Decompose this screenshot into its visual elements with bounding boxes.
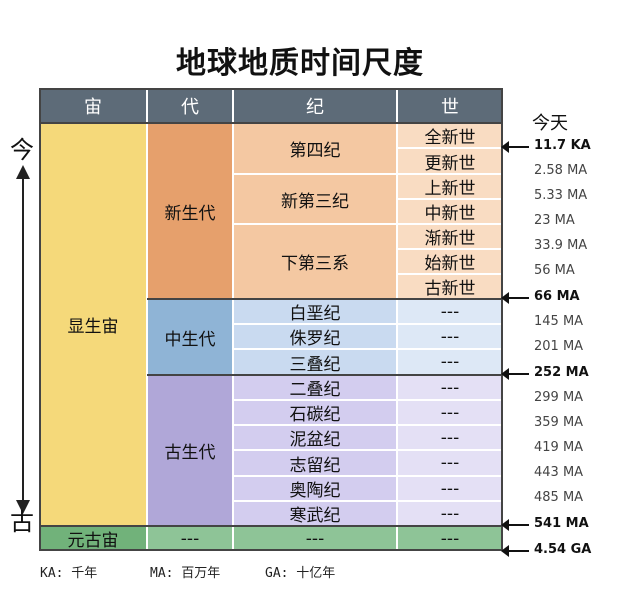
period-devonian: 泥盆纪 (233, 425, 397, 450)
era-mesozoic: 中生代 (147, 299, 233, 375)
epoch-empty-triassic: --- (397, 349, 503, 375)
separator-header (39, 122, 503, 124)
period-cretaceous: 白垩纪 (233, 299, 397, 324)
separator-phanerozoic-proterozoic (39, 525, 503, 527)
eon-proterozoic: 元古宙 (39, 526, 147, 551)
arrow-left-icon (501, 141, 529, 153)
epoch-pliocene: 上新世 (397, 174, 503, 199)
header-epoch: 世 (397, 88, 503, 123)
epoch-paleocene: 古新世 (397, 274, 503, 299)
period-neogene: 新第三纪 (233, 174, 397, 224)
tick-label: 541 MA (534, 516, 589, 531)
tick-label: 56 MA (534, 263, 575, 278)
tick-label: 359 MA (534, 415, 584, 430)
period-cambrian: 寒武纪 (233, 501, 397, 526)
legend-ma: MA: 百万年 (150, 566, 221, 581)
tick-label: 2.58 MA (534, 163, 588, 178)
period-permian: 二叠纪 (233, 375, 397, 400)
epoch-proterozoic-empty: --- (397, 526, 503, 551)
separator-cenozoic-mesozoic (147, 298, 503, 300)
arrow-left-icon (501, 545, 529, 557)
tick-label: 419 MA (534, 440, 584, 455)
tick-label: 4.54 GA (534, 542, 592, 557)
period-carboniferous: 石碳纪 (233, 400, 397, 425)
tick-label: 252 MA (534, 365, 589, 380)
side-label-now: 今 (10, 136, 34, 164)
era-paleozoic: 古生代 (147, 375, 233, 526)
epoch-empty-carboniferous: --- (397, 400, 503, 425)
epoch-eocene: 始新世 (397, 249, 503, 274)
chart-title: 地球地质时间尺度 (176, 46, 424, 81)
header-period: 纪 (233, 88, 397, 123)
arrow-left-icon (501, 292, 529, 304)
epoch-empty-permian: --- (397, 375, 503, 400)
time-axis-line (22, 170, 24, 510)
era-cenozoic: 新生代 (147, 123, 233, 299)
tick-label: 23 MA (534, 213, 575, 228)
era-proterozoic-empty: --- (147, 526, 233, 551)
period-silurian: 志留纪 (233, 450, 397, 476)
period-proterozoic-empty: --- (233, 526, 397, 551)
arrow-left-icon (501, 368, 529, 380)
arrow-down-icon (16, 500, 30, 514)
epoch-empty-devonian: --- (397, 425, 503, 450)
separator-mesozoic-paleozoic (147, 374, 503, 376)
epoch-oligocene: 渐新世 (397, 224, 503, 249)
epoch-empty-silurian: --- (397, 450, 503, 476)
epoch-pleistocene: 更新世 (397, 148, 503, 174)
epoch-empty-cretaceous: --- (397, 299, 503, 324)
tick-label: 66 MA (534, 289, 580, 304)
eon-phanerozoic: 显生宙 (39, 123, 147, 526)
side-label-ancient: 古 (10, 508, 34, 536)
period-quaternary: 第四纪 (233, 123, 397, 174)
header-era: 代 (147, 88, 233, 123)
epoch-holocene: 全新世 (397, 123, 503, 148)
period-jurassic: 侏罗纪 (233, 324, 397, 349)
header-eon: 宙 (39, 88, 147, 123)
tick-label: 11.7 KA (534, 138, 591, 153)
epoch-empty-jurassic: --- (397, 324, 503, 349)
period-ordovician: 奥陶纪 (233, 476, 397, 501)
epoch-empty-cambrian: --- (397, 501, 503, 526)
tick-label: 443 MA (534, 465, 584, 480)
arrow-left-icon (501, 519, 529, 531)
epoch-miocene: 中新世 (397, 199, 503, 224)
legend-ka: KA: 千年 (40, 566, 98, 581)
period-triassic: 三叠纪 (233, 349, 397, 375)
tick-label: 485 MA (534, 490, 584, 505)
tick-label: 5.33 MA (534, 188, 588, 203)
tick-label: 145 MA (534, 314, 584, 329)
tick-label: 299 MA (534, 390, 584, 405)
legend-ga: GA: 十亿年 (265, 566, 336, 581)
today-label: 今天 (532, 113, 568, 134)
epoch-empty-ordovician: --- (397, 476, 503, 501)
tick-label: 33.9 MA (534, 238, 588, 253)
period-paleogene: 下第三系 (233, 224, 397, 299)
tick-label: 201 MA (534, 339, 584, 354)
